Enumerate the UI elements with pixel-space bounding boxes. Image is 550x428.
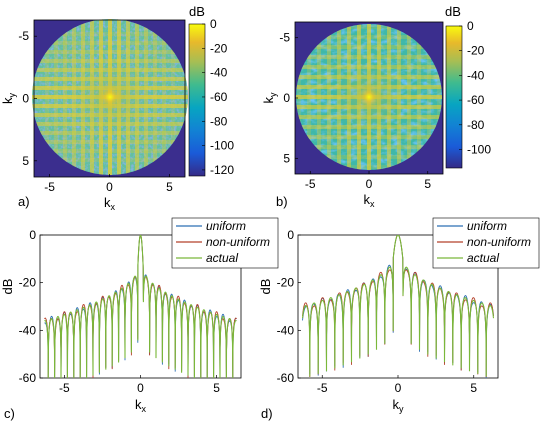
cross-horizontal-stripe [32, 158, 188, 162]
panel-d-ytick-label: -20 [277, 276, 295, 290]
panel-c-legend-label: non-uniform [206, 235, 270, 249]
panel-c-ytick-label: -60 [19, 371, 37, 385]
panel-b-cbar-tick-label: -60 [467, 93, 485, 107]
panel-c-series-non-uniform [44, 235, 237, 378]
panel-d-legend: uniform non-uniform actual [432, 217, 540, 269]
cross-horizontal-stripe [296, 135, 442, 139]
panel-d-ytick-label: -60 [277, 371, 295, 385]
panel-c-xtick-label: 0 [137, 381, 144, 395]
panel-b-xlabel: kx [364, 192, 376, 209]
panel-b-ytick-label: 5 [283, 151, 290, 165]
cross-vertical-stripe [153, 19, 157, 175]
panel-b-cbar-tick-label: -100 [467, 142, 491, 156]
cross-vertical-stripe [437, 24, 441, 170]
panel-b-xtick-label: -5 [305, 177, 316, 191]
cross-vertical-stripe [162, 19, 166, 175]
panel-d-legend-label: uniform [467, 219, 507, 233]
cross-vertical-stripe [427, 24, 431, 170]
panel-d-xlabel: ky [393, 397, 405, 414]
panel-d-xtick-label: -5 [317, 381, 328, 395]
panel-a-ylabel: ky [0, 93, 17, 105]
panel-c-xtick-label: -5 [59, 381, 70, 395]
cross-vertical-stripe [407, 24, 411, 170]
panel-c-ytick-label: 0 [29, 228, 36, 242]
panel-a-ytick-label: 0 [22, 92, 29, 106]
panel-b-colorbar-title: dB [445, 4, 461, 19]
panel-a-colorbar: dB 0 -20 -40 -60 -80 -100 -120 [188, 4, 234, 177]
panel-d-label: d) [261, 406, 273, 421]
panel-c-xtick-label: 5 [213, 381, 220, 395]
panel-c-ylabel: dB [0, 279, 15, 295]
panel-c-ytick-label: -20 [19, 276, 37, 290]
panel-b-cbar-tick-label: 0 [467, 19, 474, 33]
panel-b-cbar-tick-label: -80 [467, 118, 485, 132]
panel-c-ytick-label: -40 [19, 323, 37, 337]
panel-d: -5 0 5 0 -20 -40 -60 ky dB uniform non-uniform act… [258, 217, 540, 421]
panel-c-label: c) [4, 406, 15, 421]
panel-a-ytick-label: 5 [22, 154, 29, 168]
panel-a-xtick-label: 5 [166, 180, 173, 194]
panel-b-cbar-tick-label: -20 [467, 44, 485, 58]
panel-d-ytick-label: -40 [277, 323, 295, 337]
cross-horizontal-stripe [296, 145, 442, 149]
cross-vertical-stripe [171, 19, 175, 175]
panel-b-xtick-label: 5 [424, 177, 431, 191]
panel-a-xtick-label: -5 [44, 180, 55, 194]
panel-a-xtick-label: 0 [106, 180, 113, 194]
panel-d-legend-label: actual [467, 251, 499, 265]
panel-c-xlabel: kx [135, 397, 147, 414]
panel-c: -5 0 5 0 -20 -40 -60 kx dB uniform non-uniform act… [0, 217, 279, 421]
panel-c-legend-label: uniform [206, 219, 246, 233]
cross-horizontal-stripe [296, 155, 442, 159]
panel-b-xtick-label: 0 [366, 177, 373, 191]
cross-horizontal-stripe [32, 149, 188, 153]
panel-a-cbar-tick-label: -100 [210, 139, 234, 153]
panel-a-cbar-tick-label: -80 [210, 114, 228, 128]
panel-c-series-actual [44, 235, 237, 378]
cross-horizontal-stripe [32, 140, 188, 144]
panel-b-ytick-label: 0 [283, 91, 290, 105]
panel-b: -5 0 5 -5 0 5 kx ky dB 0 -20 -40 -60 -80 -100 b) [261, 4, 491, 209]
panel-a-cbar-tick-label: -60 [210, 90, 228, 104]
panel-d-ylabel: dB [258, 279, 273, 295]
cross-vertical-stripe [417, 24, 421, 170]
panel-a-cbar-tick-label: -40 [210, 66, 228, 80]
panel-d-series-actual [301, 235, 495, 377]
panel-d-legend-label: non-uniform [467, 235, 531, 249]
panel-d-ytick-label: 0 [287, 228, 294, 242]
panel-a-label: a) [18, 194, 30, 209]
panel-d-xtick-label: 0 [395, 381, 402, 395]
panel-a-cbar-tick-label: -120 [210, 163, 234, 177]
panel-a: -5 0 5 -5 0 5 kx ky dB 0 -20 -40 -60 -80 -100 -120 a) [0, 4, 234, 212]
panel-b-colorbar: dB 0 -20 -40 -60 -80 -100 [445, 4, 491, 169]
panel-b-label: b) [276, 194, 288, 209]
cross-horizontal-stripe [296, 165, 442, 169]
panel-a-cbar-tick-label: -20 [210, 41, 228, 55]
panel-b-ylabel: ky [261, 92, 278, 104]
panel-c-legend-label: actual [206, 251, 238, 265]
panel-a-xlabel: kx [104, 195, 116, 212]
panel-a-colorbar-title: dB [189, 4, 205, 19]
panel-c-legend: uniform non-uniform actual [171, 217, 279, 269]
panel-a-cbar-tick-label: 0 [210, 17, 217, 31]
panel-d-xtick-label: 5 [470, 381, 477, 395]
panel-a-ytick-label: -5 [18, 29, 29, 43]
panel-b-cbar-tick-label: -40 [467, 68, 485, 82]
panel-b-ytick-label: -5 [279, 31, 290, 45]
